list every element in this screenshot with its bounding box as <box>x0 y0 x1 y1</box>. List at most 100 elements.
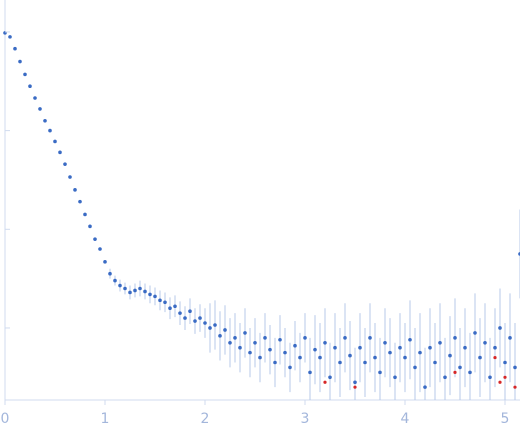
data-point <box>168 306 172 311</box>
outlier-point <box>353 385 357 389</box>
data-point <box>473 331 477 335</box>
x-tick-label: 0 <box>1 411 10 427</box>
data-point <box>233 336 237 340</box>
data-point <box>448 353 452 358</box>
data-point <box>248 350 252 355</box>
data-point <box>393 375 397 380</box>
data-point <box>153 294 157 299</box>
data-point <box>498 326 502 330</box>
data-point <box>413 365 417 370</box>
data-point <box>93 237 97 241</box>
x-tick-label: 1 <box>101 411 110 427</box>
data-point <box>433 360 437 365</box>
data-point <box>378 370 382 375</box>
data-point <box>28 84 32 89</box>
data-point <box>363 360 367 365</box>
data-point <box>513 365 517 370</box>
data-point <box>488 375 492 380</box>
x-tick-label: 3 <box>301 411 310 427</box>
data-point <box>43 118 47 123</box>
data-point <box>388 350 392 355</box>
data-point <box>203 321 207 325</box>
data-point <box>483 340 487 345</box>
data-point <box>198 316 202 320</box>
data-point <box>123 286 127 291</box>
data-point <box>323 340 327 345</box>
data-point <box>138 286 142 291</box>
data-point <box>398 345 402 350</box>
data-point <box>278 338 282 342</box>
data-point <box>83 212 87 217</box>
data-point <box>148 292 152 297</box>
data-point <box>38 107 42 111</box>
data-point <box>178 311 182 315</box>
data-point <box>293 343 297 348</box>
data-point <box>408 338 412 342</box>
data-point <box>73 188 77 192</box>
data-point <box>163 300 167 305</box>
data-point <box>128 290 132 295</box>
data-point <box>68 175 72 179</box>
data-point <box>8 35 12 39</box>
data-point <box>243 331 247 335</box>
data-point <box>263 336 267 340</box>
data-point <box>303 336 307 340</box>
data-point <box>118 283 122 288</box>
data-point <box>328 375 332 380</box>
data-point <box>18 59 22 64</box>
data-point <box>103 260 107 264</box>
data-point <box>313 347 317 352</box>
data-point <box>193 319 197 323</box>
outlier-point <box>513 385 517 389</box>
data-point <box>333 345 337 350</box>
plot-area <box>3 31 520 400</box>
data-point <box>213 323 217 327</box>
outlier-point <box>498 380 502 384</box>
data-point <box>258 355 262 360</box>
data-point <box>188 309 192 313</box>
data-point <box>78 199 82 204</box>
data-point <box>458 365 462 370</box>
data-point <box>228 340 232 345</box>
data-point <box>438 340 442 345</box>
data-point <box>463 345 467 350</box>
data-point <box>493 345 497 350</box>
data-point <box>343 336 347 340</box>
data-point <box>98 247 102 251</box>
data-point <box>423 385 427 389</box>
data-point <box>348 353 352 358</box>
data-point <box>318 355 322 360</box>
data-point <box>418 350 422 355</box>
data-point <box>53 139 57 144</box>
data-point <box>108 271 112 276</box>
outlier-point <box>493 355 497 360</box>
data-point <box>253 340 257 345</box>
data-point <box>23 72 27 77</box>
x-tick-label: 4 <box>401 411 410 427</box>
data-point <box>208 326 212 330</box>
data-point <box>58 150 62 155</box>
data-point <box>403 355 407 360</box>
data-point <box>443 375 447 380</box>
data-point <box>308 370 312 375</box>
data-point <box>428 345 432 350</box>
data-point <box>183 316 187 320</box>
outlier-point <box>453 370 457 374</box>
data-point <box>268 347 272 352</box>
data-point <box>173 304 177 309</box>
data-point <box>283 350 287 355</box>
data-point <box>503 360 507 365</box>
x-tick-label: 2 <box>201 411 210 427</box>
data-point <box>338 360 342 365</box>
data-point <box>453 336 457 340</box>
data-point <box>218 334 222 338</box>
data-point <box>478 355 482 360</box>
data-point <box>508 336 512 340</box>
data-point <box>373 355 377 360</box>
data-point <box>13 46 17 51</box>
data-point <box>383 340 387 345</box>
data-point <box>238 345 242 350</box>
data-point <box>273 360 277 365</box>
data-point <box>368 336 372 340</box>
